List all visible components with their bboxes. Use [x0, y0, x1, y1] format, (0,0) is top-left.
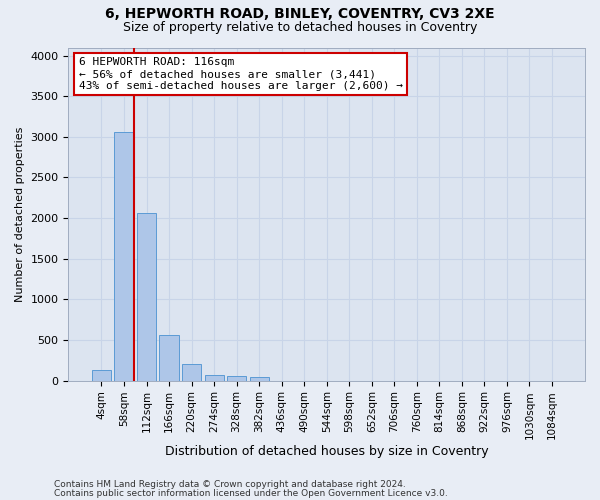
Text: 6 HEPWORTH ROAD: 116sqm
← 56% of detached houses are smaller (3,441)
43% of semi: 6 HEPWORTH ROAD: 116sqm ← 56% of detache…: [79, 58, 403, 90]
Bar: [227, 376, 246, 380]
Bar: [182, 364, 201, 380]
Bar: [115, 132, 134, 380]
Text: Size of property relative to detached houses in Coventry: Size of property relative to detached ho…: [123, 21, 477, 34]
Text: Contains HM Land Registry data © Crown copyright and database right 2024.: Contains HM Land Registry data © Crown c…: [54, 480, 406, 489]
Bar: [205, 374, 224, 380]
Bar: [92, 370, 111, 380]
Text: 6, HEPWORTH ROAD, BINLEY, COVENTRY, CV3 2XE: 6, HEPWORTH ROAD, BINLEY, COVENTRY, CV3 …: [105, 8, 495, 22]
Bar: [137, 213, 156, 380]
Y-axis label: Number of detached properties: Number of detached properties: [15, 126, 25, 302]
X-axis label: Distribution of detached houses by size in Coventry: Distribution of detached houses by size …: [165, 444, 488, 458]
Text: Contains public sector information licensed under the Open Government Licence v3: Contains public sector information licen…: [54, 489, 448, 498]
Bar: [160, 335, 179, 380]
Bar: [250, 378, 269, 380]
